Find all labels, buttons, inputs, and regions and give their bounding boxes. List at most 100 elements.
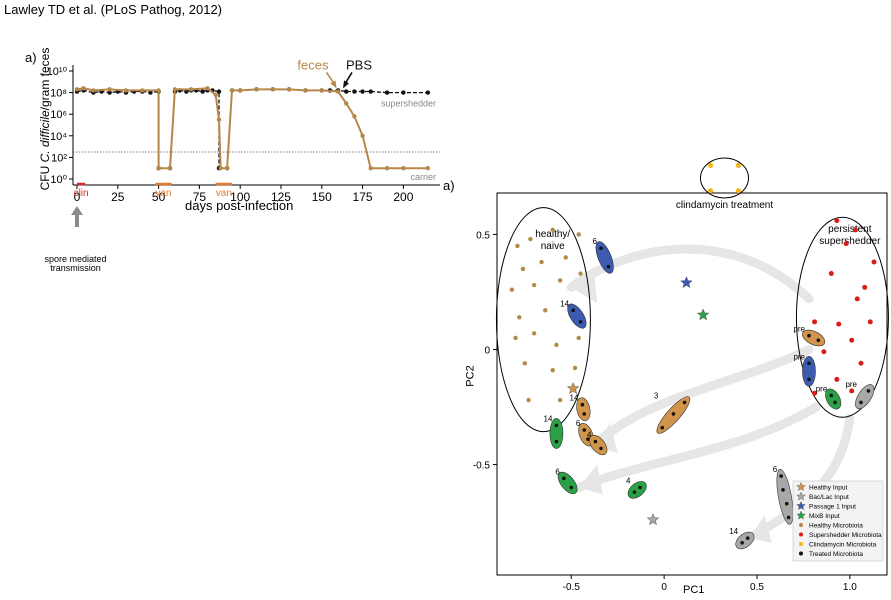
treated-group-label: 4 xyxy=(587,431,592,440)
input-star xyxy=(680,276,693,289)
treated-group-label: pre xyxy=(816,385,828,394)
trajectory-arrow xyxy=(574,402,821,493)
treated-group-ellipse xyxy=(627,481,647,499)
treated-microbiota-point xyxy=(586,437,590,442)
treated-group-label: 14 xyxy=(729,527,738,536)
data-point-carrier xyxy=(229,88,235,93)
panel-letter-2: a) xyxy=(443,178,455,193)
treated-microbiota-point xyxy=(580,402,585,407)
data-point-carrier xyxy=(140,88,145,93)
treated-microbiota-point xyxy=(784,501,789,506)
treated-microbiota-point xyxy=(582,412,587,416)
treated-group-label: 6 xyxy=(555,467,560,476)
data-point-carrier xyxy=(286,87,292,92)
trajectory-arrow xyxy=(589,344,814,451)
time-course-y-axis-label: CFU C. difficile/gram feces xyxy=(38,47,52,191)
data-point-supershedder xyxy=(184,89,189,94)
healthy-cluster-ellipse xyxy=(495,207,591,433)
treated-microbiota-point xyxy=(554,423,559,428)
healthy-microbiota-point xyxy=(557,397,563,403)
data-point-carrier xyxy=(189,87,194,92)
supershedder-microbiota-point xyxy=(849,388,855,394)
treated-group-ellipse xyxy=(735,531,755,550)
supershedder-microbiota-point xyxy=(867,319,873,325)
treated-microbiota-point xyxy=(807,377,811,382)
data-point-carrier xyxy=(156,88,161,93)
data-point-carrier xyxy=(213,92,218,97)
healthy-microbiota-point xyxy=(517,315,522,320)
input-star xyxy=(646,513,660,526)
treated-group-label: 14 xyxy=(570,394,579,403)
panel-letter-1: a) xyxy=(25,50,37,65)
treated-group-label: 6 xyxy=(773,465,778,474)
supershedder-cluster-ellipse xyxy=(795,216,889,418)
supershedder-microbiota-point xyxy=(812,319,818,325)
data-point-carrier xyxy=(384,166,390,171)
persistent-supershedder-label: supershedder xyxy=(819,236,881,247)
spore-transmission-label: spore mediated transmission xyxy=(44,254,107,273)
healthy-naive-label: healthy/ xyxy=(535,229,570,240)
treated-group-ellipse xyxy=(576,397,591,422)
treated-microbiota-point xyxy=(599,446,603,451)
healthy-microbiota-point xyxy=(578,271,583,276)
supershedder-microbiota-point xyxy=(834,376,840,382)
data-point-supershedder xyxy=(352,89,357,94)
clindamycin-treatment-label: clindamycin treatment xyxy=(676,200,773,211)
treated-microbiota-point xyxy=(829,393,834,398)
x-tick-label: 100 xyxy=(230,190,250,204)
healthy-microbiota-point xyxy=(576,335,581,341)
treated-group-label: pre xyxy=(793,325,805,334)
data-point-carrier xyxy=(368,166,373,171)
feces-label: feces xyxy=(297,57,329,72)
x-tick-label: 175 xyxy=(353,190,373,204)
x-tick-label: 50 xyxy=(152,190,166,204)
citation: Lawley TD et al. (PLoS Pathog, 2012) xyxy=(4,2,222,17)
legend-entry: Treated Microbiota xyxy=(809,551,863,558)
x-tick-label: 75 xyxy=(193,190,207,204)
clindamycin-microbiota-point xyxy=(735,162,742,168)
healthy-microbiota-point xyxy=(550,367,555,373)
data-point-supershedder xyxy=(384,90,390,95)
treated-microbiota-point xyxy=(866,389,871,393)
data-point-carrier xyxy=(123,88,129,93)
y-tick-label: 10⁴ xyxy=(50,131,67,143)
data-point-carrier xyxy=(218,166,223,171)
treated-microbiota-point xyxy=(632,490,637,494)
supershedder-microbiota-point xyxy=(849,337,855,343)
treated-microbiota-point xyxy=(599,246,603,251)
persistent-supershedder-label: persistent xyxy=(828,224,872,235)
supershedder-microbiota-point xyxy=(843,241,849,247)
clindamycin-microbiota-point xyxy=(707,188,714,194)
healthy-microbiota-point xyxy=(572,365,578,371)
data-point-supershedder xyxy=(425,90,431,95)
y-tick-label: 10⁶ xyxy=(50,109,67,121)
treated-microbiota-point xyxy=(660,425,665,430)
clindamycin-cluster-ellipse xyxy=(700,157,749,199)
data-point-carrier xyxy=(224,166,230,171)
data-point-supershedder xyxy=(344,89,349,94)
treated-microbiota-point xyxy=(740,540,744,545)
treated-group-label: 3 xyxy=(654,391,659,400)
supershedder-microbiota-point xyxy=(852,227,858,233)
treated-microbiota-point xyxy=(745,536,750,540)
data-point-supershedder xyxy=(360,89,365,94)
x-tick-label: 1.0 xyxy=(843,582,857,593)
spore-arrow-shaft xyxy=(75,213,79,227)
healthy-naive-label: naive xyxy=(541,241,565,252)
legend-entry: Healthy Microbiota xyxy=(809,523,863,530)
legend-entry: Passage 1 Input xyxy=(809,504,856,511)
supershedder-microbiota-point xyxy=(821,349,827,355)
treated-microbiota-point xyxy=(638,485,642,490)
trajectory-arrow xyxy=(566,244,814,304)
treated-microbiota-point xyxy=(781,488,785,492)
data-point-carrier xyxy=(205,86,210,91)
feces-arrowhead xyxy=(330,80,337,89)
data-point-carrier xyxy=(401,166,406,171)
data-point-carrier xyxy=(425,166,431,171)
treated-microbiota-point xyxy=(859,400,863,405)
supershedder-microbiota-point xyxy=(812,390,818,396)
legend-star-marker xyxy=(796,491,806,501)
healthy-microbiota-point xyxy=(522,361,528,366)
healthy-microbiota-point xyxy=(509,287,515,292)
healthy-microbiota-point xyxy=(550,227,555,233)
